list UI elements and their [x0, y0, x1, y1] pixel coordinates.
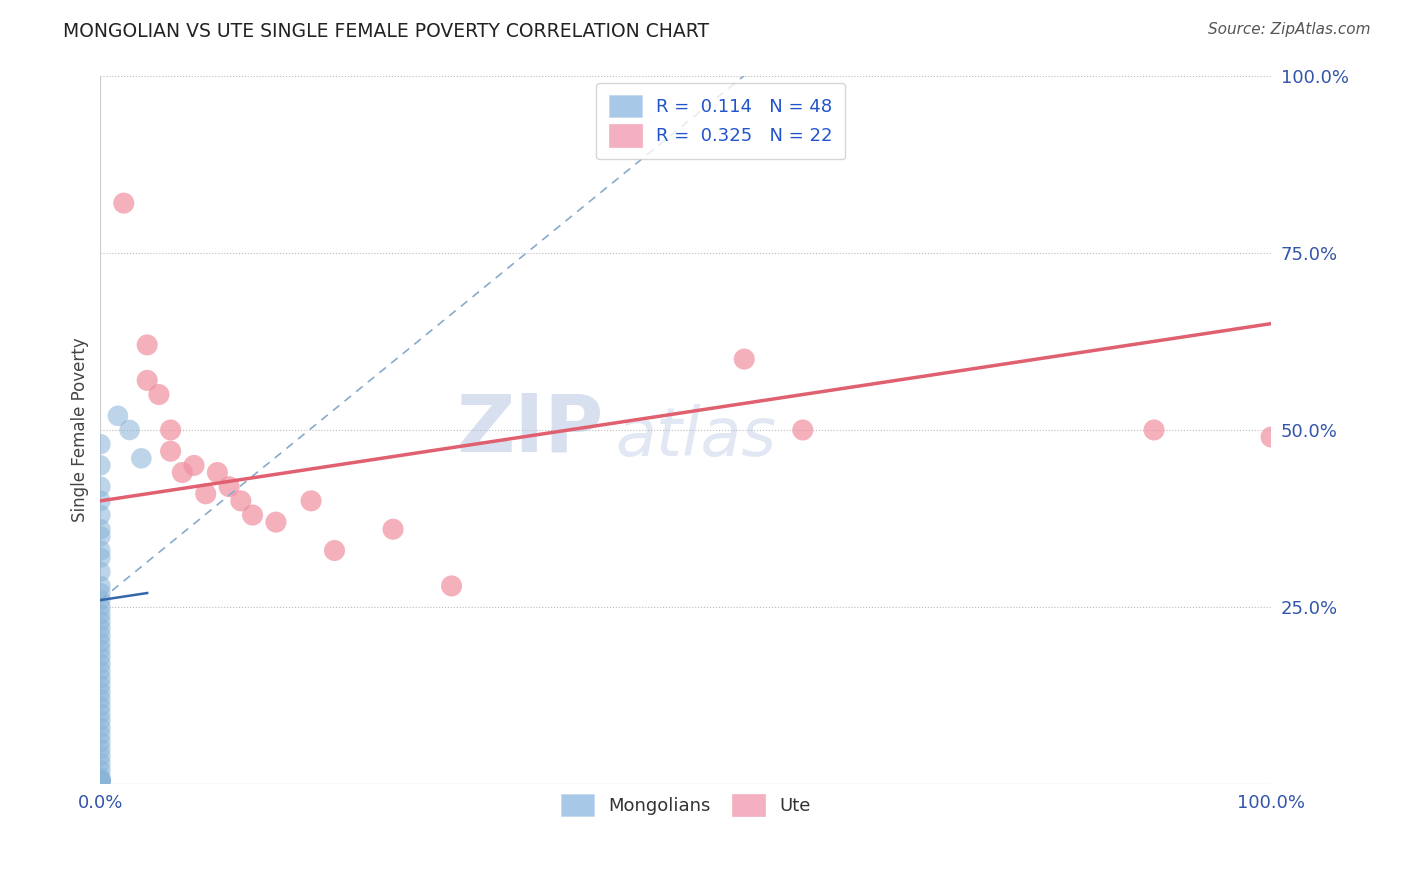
Point: [89, 522, 111, 536]
Point: [733, 352, 755, 367]
Point: [792, 423, 814, 437]
Point: [194, 487, 217, 501]
Point: [264, 515, 287, 529]
Point: [148, 387, 170, 401]
Y-axis label: Single Female Poverty: Single Female Poverty: [72, 338, 89, 523]
Point: [89, 508, 111, 522]
Point: [89, 678, 111, 692]
Point: [112, 196, 135, 211]
Point: [89, 649, 111, 664]
Point: [89, 593, 111, 607]
Point: [207, 466, 229, 480]
Point: [89, 742, 111, 756]
Point: [89, 671, 111, 685]
Text: Source: ZipAtlas.com: Source: ZipAtlas.com: [1208, 22, 1371, 37]
Point: [299, 494, 322, 508]
Point: [89, 494, 111, 508]
Point: [89, 480, 111, 494]
Point: [382, 522, 405, 536]
Point: [89, 586, 111, 600]
Point: [242, 508, 264, 522]
Point: [229, 494, 252, 508]
Point: [107, 409, 129, 423]
Point: [89, 770, 111, 784]
Point: [136, 338, 159, 352]
Point: [89, 642, 111, 657]
Point: [89, 714, 111, 728]
Point: [136, 373, 159, 387]
Point: [89, 529, 111, 543]
Point: [1260, 430, 1282, 444]
Legend: Mongolians, Ute: Mongolians, Ute: [553, 785, 820, 825]
Point: [89, 437, 111, 451]
Point: [89, 773, 111, 788]
Point: [89, 728, 111, 742]
Point: [89, 773, 111, 788]
Text: MONGOLIAN VS UTE SINGLE FEMALE POVERTY CORRELATION CHART: MONGOLIAN VS UTE SINGLE FEMALE POVERTY C…: [63, 22, 710, 41]
Point: [89, 622, 111, 636]
Point: [89, 543, 111, 558]
Point: [89, 756, 111, 771]
Point: [89, 773, 111, 788]
Point: [89, 749, 111, 764]
Point: [89, 607, 111, 622]
Point: [89, 550, 111, 565]
Point: [89, 664, 111, 678]
Point: [131, 451, 153, 466]
Point: [89, 600, 111, 615]
Point: [89, 773, 111, 788]
Point: [89, 629, 111, 643]
Point: [89, 579, 111, 593]
Point: [218, 480, 240, 494]
Point: [89, 615, 111, 629]
Point: [89, 565, 111, 579]
Point: [89, 699, 111, 714]
Text: atlas: atlas: [616, 404, 776, 470]
Point: [1143, 423, 1166, 437]
Point: [89, 657, 111, 671]
Point: [89, 764, 111, 778]
Point: [89, 735, 111, 749]
Point: [89, 685, 111, 699]
Point: [89, 773, 111, 788]
Point: [323, 543, 346, 558]
Point: [89, 706, 111, 721]
Point: [89, 773, 111, 788]
Point: [89, 721, 111, 735]
Text: ZIP: ZIP: [457, 391, 603, 469]
Point: [118, 423, 141, 437]
Point: [183, 458, 205, 473]
Point: [89, 773, 111, 788]
Point: [440, 579, 463, 593]
Point: [172, 466, 194, 480]
Point: [89, 692, 111, 706]
Point: [159, 444, 181, 458]
Point: [89, 635, 111, 649]
Point: [89, 458, 111, 473]
Point: [159, 423, 181, 437]
